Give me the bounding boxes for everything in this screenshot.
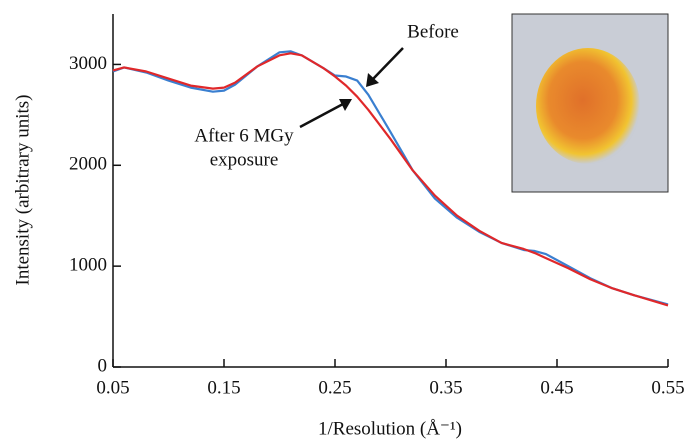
y-tick-label: 3000 xyxy=(69,53,107,74)
x-axis-label: 1/Resolution (Å⁻¹) xyxy=(318,418,462,439)
annotation: After 6 MGy xyxy=(194,125,294,146)
y-axis-label: Intensity (arbitrary units) xyxy=(12,94,33,285)
y-tick-label: 1000 xyxy=(69,255,107,276)
x-tick-label: 0.15 xyxy=(207,377,240,398)
inset-photo xyxy=(511,13,669,193)
x-tick-label: 0.05 xyxy=(96,377,129,398)
annotation: Before xyxy=(407,21,459,42)
data-line xyxy=(112,50,669,306)
x-tick-label: 0.45 xyxy=(540,377,573,398)
annotation-arrows xyxy=(299,47,404,129)
y-tick-label: 0 xyxy=(98,355,108,376)
data-line xyxy=(112,52,669,307)
annotation: exposure xyxy=(210,149,279,170)
y-tick-label: 2000 xyxy=(69,154,107,175)
x-tick-label: 0.35 xyxy=(429,377,462,398)
x-tick-label: 0.55 xyxy=(651,377,684,398)
x-tick-label: 0.25 xyxy=(318,377,351,398)
